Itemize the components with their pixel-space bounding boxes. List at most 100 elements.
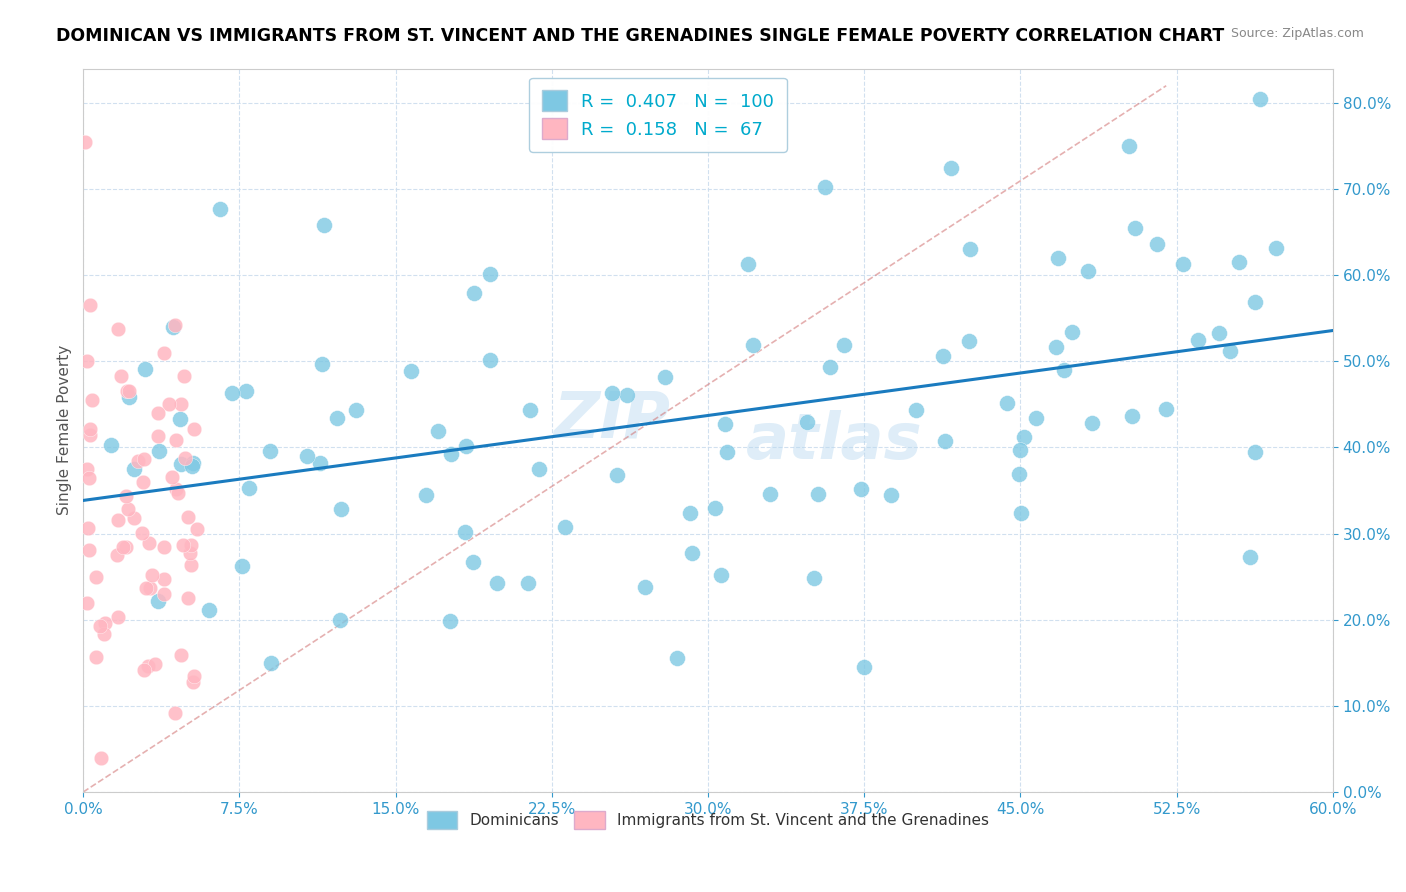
Text: DOMINICAN VS IMMIGRANTS FROM ST. VINCENT AND THE GRENADINES SINGLE FEMALE POVERT: DOMINICAN VS IMMIGRANTS FROM ST. VINCENT… <box>56 27 1225 45</box>
Point <box>616 388 638 402</box>
Point <box>905 402 928 417</box>
Point <box>713 417 735 432</box>
Point <box>148 406 170 420</box>
Point <box>221 385 243 400</box>
Point <box>1227 255 1250 269</box>
Point <box>959 242 981 256</box>
Point <box>1053 363 1076 377</box>
Text: ZIP: ZIP <box>554 388 671 450</box>
Point <box>77 471 100 485</box>
Point <box>118 384 141 399</box>
Point <box>1187 333 1209 347</box>
Point <box>312 218 335 232</box>
Point <box>134 362 156 376</box>
Point <box>796 415 818 429</box>
Point <box>153 587 176 601</box>
Point <box>516 576 538 591</box>
Point <box>170 396 193 410</box>
Point <box>122 511 145 525</box>
Point <box>107 609 129 624</box>
Point <box>93 626 115 640</box>
Point <box>326 410 349 425</box>
Point <box>235 384 257 398</box>
Point <box>1219 344 1241 359</box>
Point <box>1249 92 1271 106</box>
Point <box>454 439 477 453</box>
Point <box>174 450 197 465</box>
Text: atlas: atlas <box>745 410 922 472</box>
Point <box>94 616 117 631</box>
Point <box>1244 444 1267 458</box>
Point <box>1146 237 1168 252</box>
Point <box>710 567 733 582</box>
Point <box>485 576 508 591</box>
Point <box>138 536 160 550</box>
Point <box>1156 402 1178 417</box>
Point <box>79 422 101 436</box>
Point <box>231 558 253 573</box>
Point <box>554 520 576 534</box>
Point <box>259 444 281 458</box>
Point <box>344 403 367 417</box>
Point <box>177 591 200 605</box>
Point <box>401 364 423 378</box>
Point <box>329 614 352 628</box>
Point <box>1123 220 1146 235</box>
Point <box>716 445 738 459</box>
Point <box>260 656 283 670</box>
Point <box>1077 264 1099 278</box>
Point <box>1081 416 1104 430</box>
Point <box>853 660 876 674</box>
Point <box>132 663 155 677</box>
Point <box>606 468 628 483</box>
Point <box>100 437 122 451</box>
Point <box>177 510 200 524</box>
Point <box>152 346 174 360</box>
Point <box>117 502 139 516</box>
Point <box>1008 467 1031 481</box>
Point <box>238 481 260 495</box>
Point <box>107 512 129 526</box>
Point <box>463 555 485 569</box>
Point <box>162 320 184 334</box>
Point <box>79 542 101 557</box>
Point <box>132 452 155 467</box>
Point <box>1062 325 1084 339</box>
Point <box>135 581 157 595</box>
Point <box>179 546 201 560</box>
Point <box>153 573 176 587</box>
Point <box>679 506 702 520</box>
Point <box>112 540 135 554</box>
Point <box>1208 326 1230 340</box>
Point <box>415 488 437 502</box>
Point <box>600 386 623 401</box>
Point <box>186 522 208 536</box>
Point <box>115 384 138 399</box>
Point <box>172 538 194 552</box>
Point <box>759 487 782 501</box>
Point <box>84 649 107 664</box>
Point <box>330 502 353 516</box>
Point <box>152 540 174 554</box>
Point <box>166 434 188 448</box>
Point <box>165 483 187 497</box>
Point <box>169 412 191 426</box>
Point <box>181 458 204 473</box>
Point <box>1045 340 1067 354</box>
Point <box>165 706 187 720</box>
Point <box>90 750 112 764</box>
Point <box>803 571 825 585</box>
Point <box>634 580 657 594</box>
Point <box>439 614 461 628</box>
Point <box>105 549 128 563</box>
Point <box>163 318 186 332</box>
Point <box>146 594 169 608</box>
Point <box>1121 409 1143 423</box>
Point <box>1118 139 1140 153</box>
Point <box>737 257 759 271</box>
Point <box>115 489 138 503</box>
Point <box>79 427 101 442</box>
Point <box>807 487 830 501</box>
Point <box>124 462 146 476</box>
Point <box>170 648 193 662</box>
